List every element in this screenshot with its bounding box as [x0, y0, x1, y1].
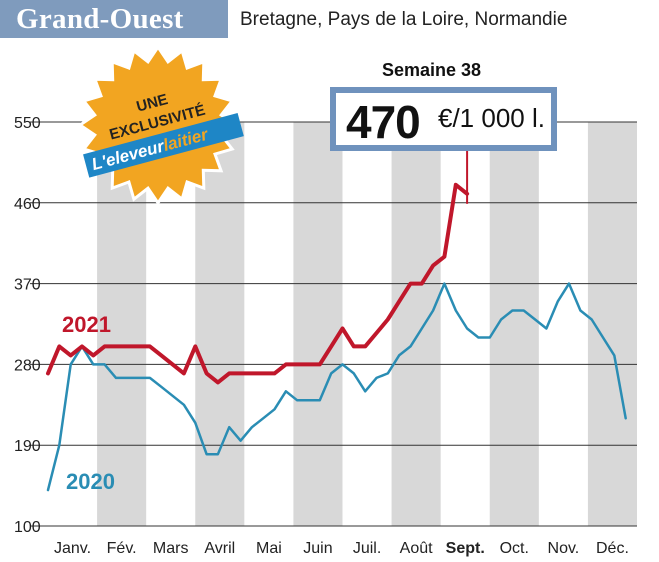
month-band: [293, 122, 343, 526]
x-tick-label: Août: [400, 540, 433, 557]
y-tick-label: 190: [14, 438, 41, 455]
y-tick-label: 370: [14, 277, 41, 294]
series-label-2021: 2021: [62, 312, 111, 337]
x-tick-label: Janv.: [54, 540, 91, 557]
x-tick-label: Fév.: [107, 540, 137, 557]
month-band: [391, 122, 441, 526]
x-tick-label: Juin: [303, 540, 332, 557]
callout-value: 470: [346, 96, 421, 148]
x-tick-label: Mars: [153, 540, 189, 557]
y-tick-label: 280: [14, 357, 41, 374]
y-tick-label: 460: [14, 196, 41, 213]
badge-ribbon: [83, 112, 244, 178]
price-callout: 470 €/1 000 l.: [330, 87, 557, 151]
x-tick-label: Avril: [204, 540, 235, 557]
x-tick-label: Sept.: [446, 540, 485, 557]
x-tick-label: Juil.: [353, 540, 381, 557]
x-tick-label: Oct.: [500, 540, 529, 557]
x-tick-label: Déc.: [596, 540, 629, 557]
x-tick-label: Mai: [256, 540, 282, 557]
subregions-text: Bretagne, Pays de la Loire, Normandie: [240, 9, 568, 30]
series-line-2020: [46, 282, 627, 492]
month-band: [587, 122, 637, 526]
x-tick-label: Nov.: [548, 540, 580, 557]
region-title: Grand-Ouest: [16, 3, 184, 35]
series-label-2020: 2020: [66, 469, 115, 494]
y-tick-label: 100: [14, 519, 41, 536]
callout-unit: €/1 000 l.: [438, 103, 545, 133]
week-label: Semaine 38: [382, 60, 482, 80]
series-line-2021: [46, 182, 470, 385]
region-title-box: Grand-Ouest: [0, 0, 228, 38]
y-tick-label: 550: [14, 115, 41, 132]
